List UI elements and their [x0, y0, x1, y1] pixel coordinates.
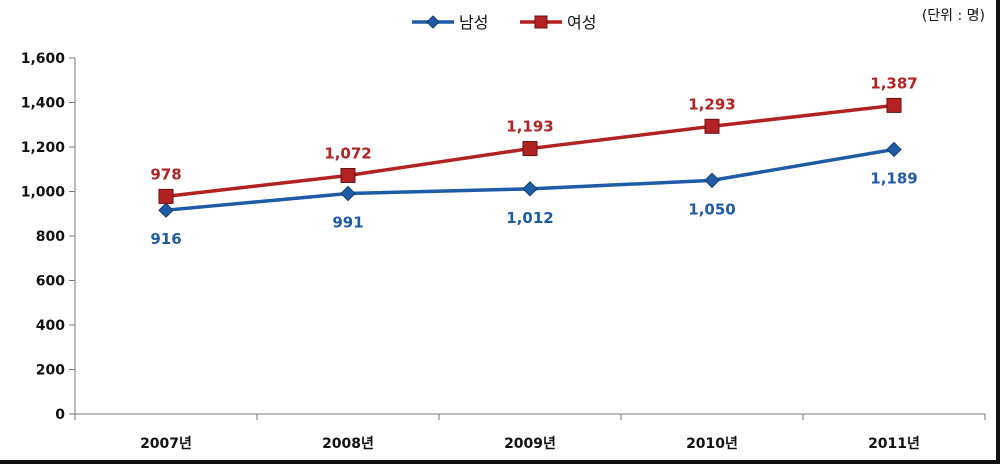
y-tick-label: 200 — [36, 363, 65, 379]
data-label: 1,189 — [870, 169, 917, 187]
data-point-marker — [886, 141, 902, 158]
x-tick-label: 2010년 — [686, 436, 738, 452]
legend-label-1: 여성 — [567, 13, 596, 32]
data-point-marker — [704, 172, 720, 189]
unit-note: (단위 : 명) — [922, 8, 985, 24]
x-tick-label: 2009년 — [504, 436, 556, 452]
y-tick-label: 1,200 — [21, 140, 66, 156]
data-label: 1,050 — [688, 200, 735, 218]
data-point-marker — [704, 118, 720, 134]
legend: 남성 여성 — [412, 13, 596, 32]
data-point-marker — [522, 181, 538, 197]
y-tick-label: 1,400 — [21, 96, 66, 112]
legend-marker-0 — [426, 15, 440, 29]
y-tick-label: 400 — [36, 318, 65, 334]
data-label: 1,387 — [870, 74, 917, 92]
data-label: 978 — [150, 165, 181, 183]
data-label: 1,072 — [324, 144, 371, 162]
x-tick-label: 2008년 — [322, 436, 374, 452]
y-axis-ticks: 0 200 400 600 800 1,000 1,200 1,400 1,600 — [21, 51, 75, 423]
y-tick-label: 1,000 — [21, 185, 66, 201]
x-tick-label: 2007년 — [140, 436, 192, 452]
legend-marker-1 — [534, 15, 548, 29]
data-point-marker — [158, 188, 174, 204]
series-group: 916 991 1,012 1,050 1,189 978 1,072 1,193 1,293 1… — [150, 74, 917, 248]
series-line-0 — [165, 147, 895, 212]
data-label: 1,193 — [506, 118, 553, 136]
data-label: 1,012 — [506, 209, 553, 227]
x-tick-label: 2011년 — [868, 436, 920, 452]
x-axis-ticks: 2007년 2008년 2009년 2010년 2011년 — [74, 414, 986, 452]
y-tick-label: 1,600 — [21, 51, 66, 67]
data-point-marker — [340, 167, 356, 183]
y-tick-label: 800 — [36, 229, 65, 245]
data-label: 991 — [332, 214, 363, 232]
data-point-marker — [522, 141, 538, 157]
y-tick-label: 0 — [55, 407, 65, 423]
data-point-marker — [340, 185, 356, 202]
legend-label-0: 남성 — [459, 13, 488, 32]
data-point-marker — [158, 202, 174, 218]
data-label: 1,293 — [688, 95, 735, 113]
data-label: 916 — [150, 230, 181, 248]
y-tick-label: 600 — [36, 274, 65, 290]
data-point-marker — [886, 97, 902, 113]
